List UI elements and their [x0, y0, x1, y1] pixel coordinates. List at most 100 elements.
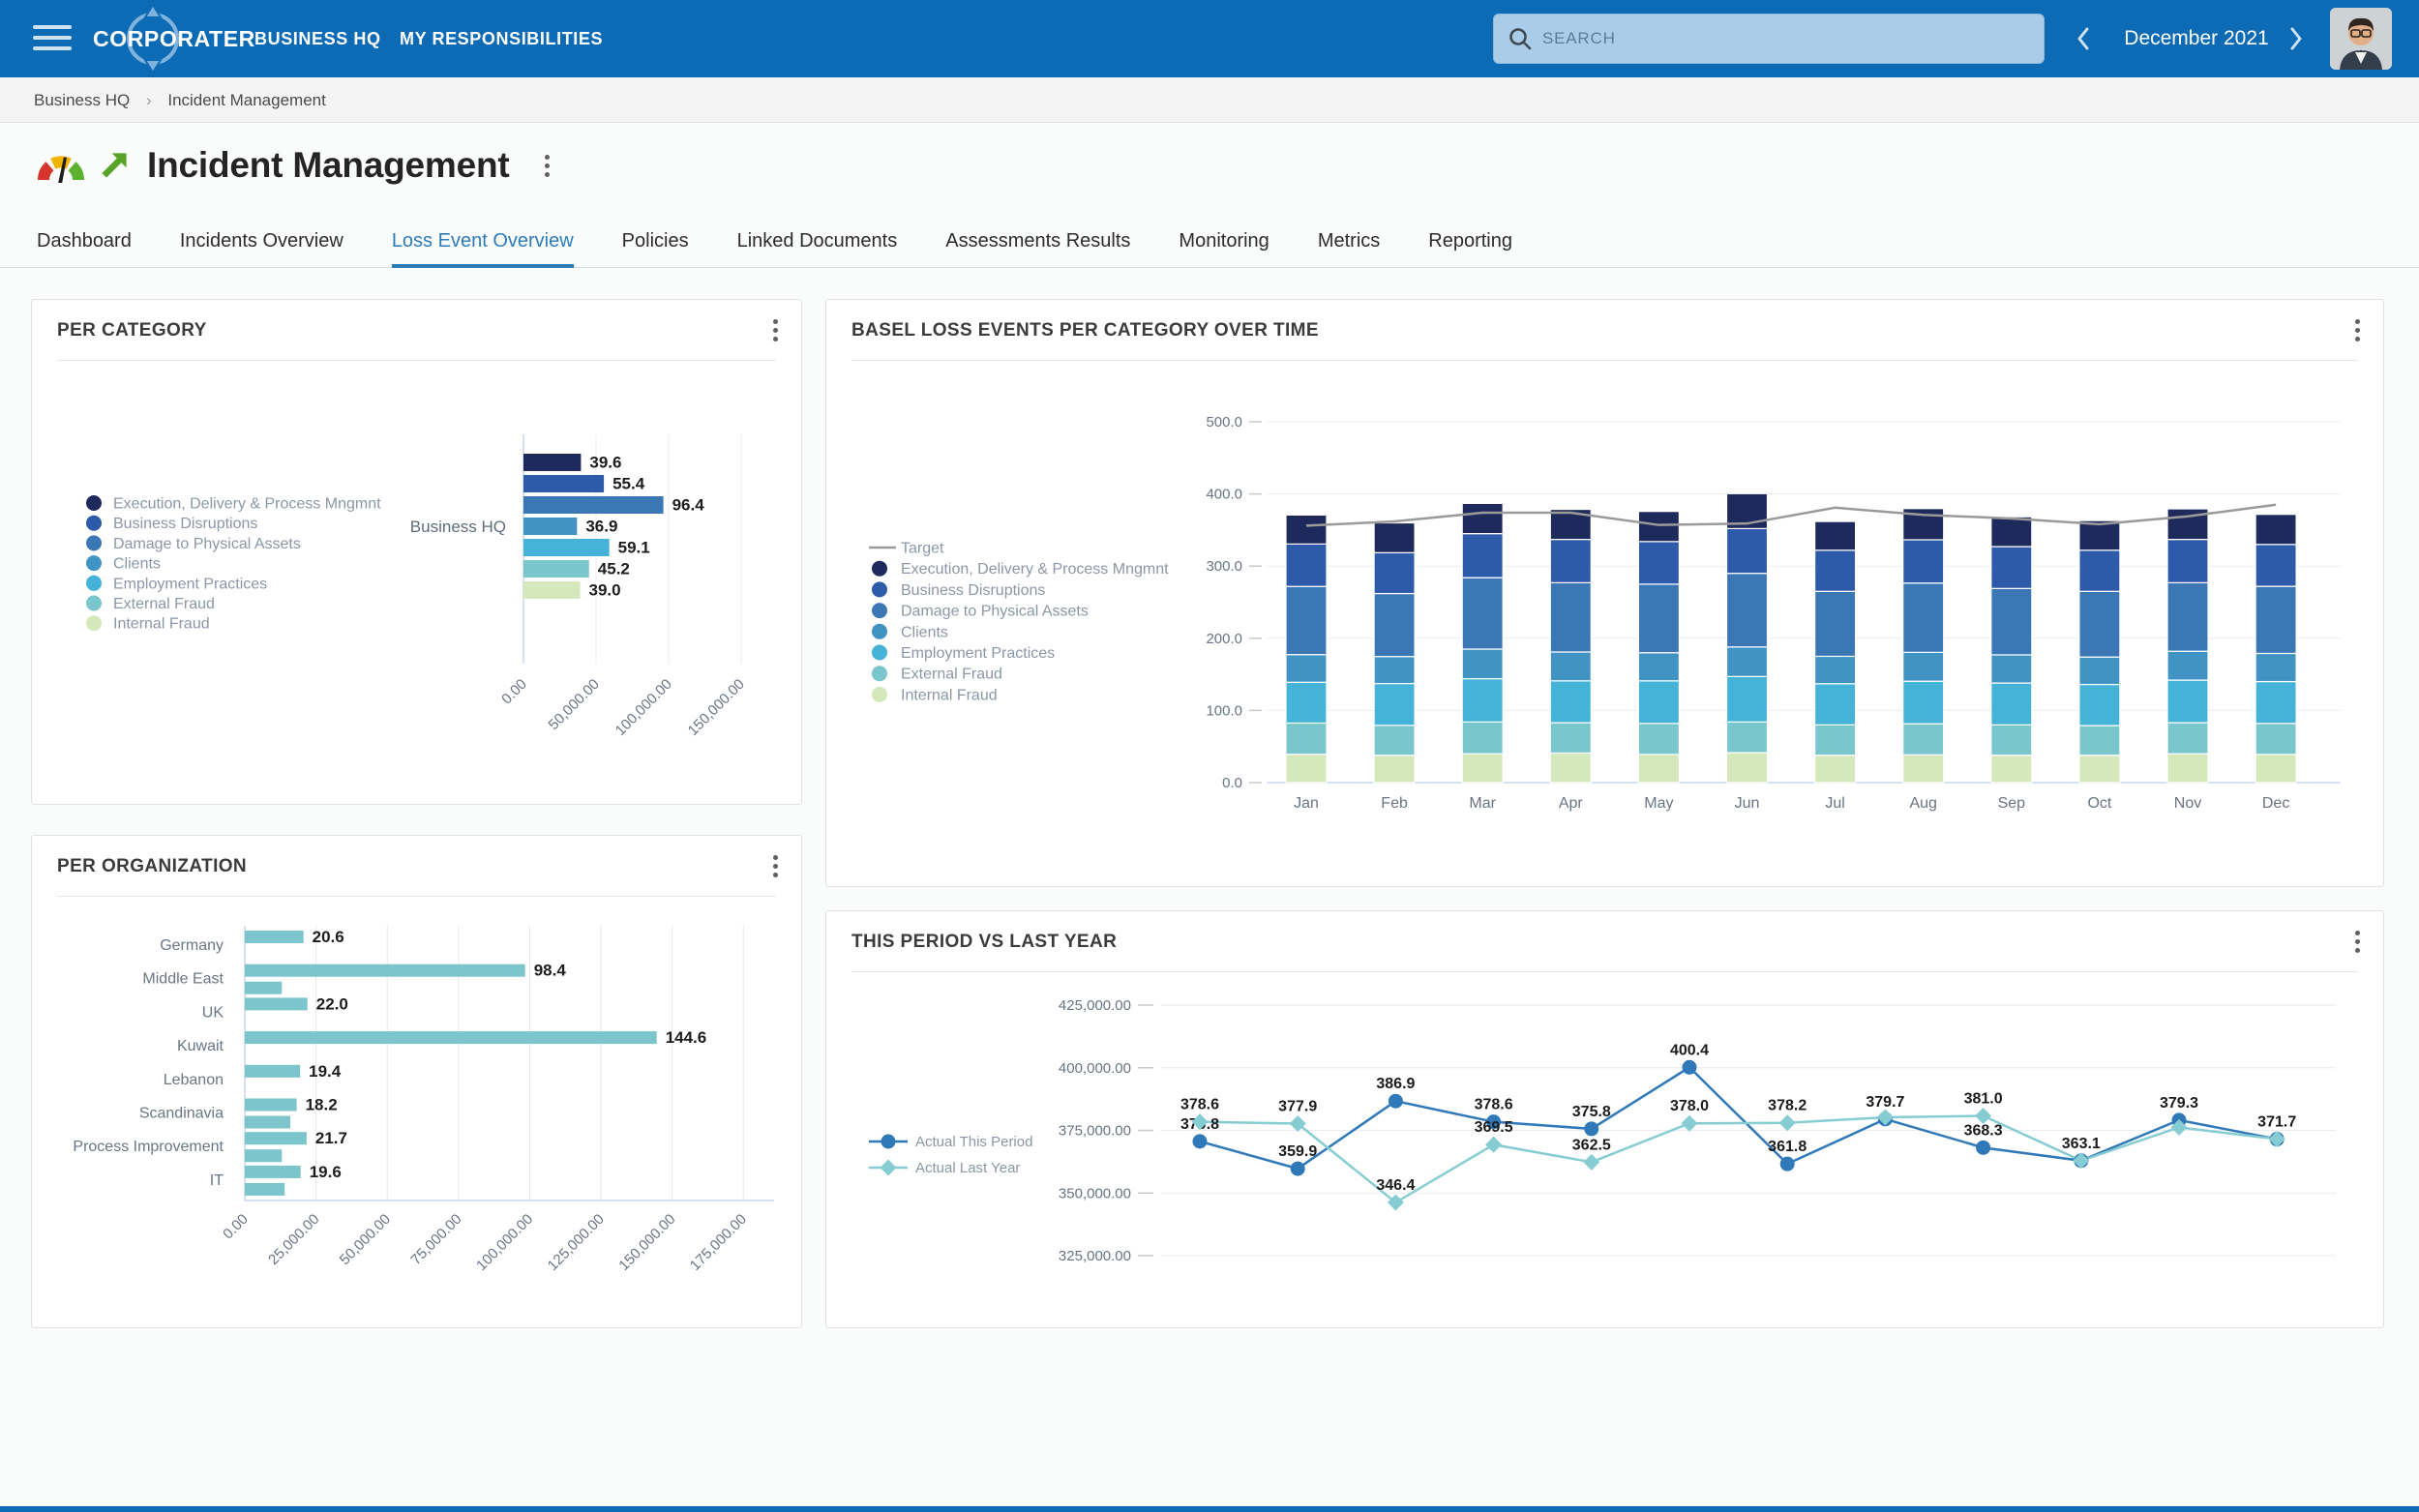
panel-kebab-menu-icon[interactable] [764, 315, 786, 344]
svg-text:Aug: Aug [1909, 795, 1936, 812]
tab-policies[interactable]: Policies [621, 230, 689, 252]
svg-text:Employment Practices: Employment Practices [901, 645, 1055, 662]
svg-text:Clients: Clients [113, 556, 161, 573]
svg-text:Scandinavia: Scandinavia [139, 1106, 224, 1122]
svg-text:UK: UK [202, 1004, 224, 1021]
tab-assessments-results[interactable]: Assessments Results [945, 230, 1131, 252]
tab-reporting[interactable]: Reporting [1428, 230, 1512, 252]
panel-kebab-menu-icon[interactable] [2346, 315, 2368, 344]
svg-text:150,000.00: 150,000.00 [615, 1211, 678, 1274]
search-input[interactable] [1542, 29, 2007, 48]
panel-basel-loss-events: BASEL LOSS EVENTS PER CATEGORY OVER TIME… [825, 299, 2384, 887]
svg-text:144.6: 144.6 [666, 1028, 707, 1047]
svg-text:Kuwait: Kuwait [177, 1038, 224, 1054]
brand-logo[interactable]: CORPORATER [93, 0, 255, 77]
svg-text:Process Improvement: Process Improvement [73, 1139, 224, 1155]
panel-header: THIS PERIOD VS LAST YEAR [826, 911, 2383, 972]
svg-text:400.0: 400.0 [1206, 487, 1242, 503]
user-avatar[interactable] [2330, 8, 2392, 70]
svg-text:361.8: 361.8 [1768, 1139, 1807, 1155]
svg-text:359.9: 359.9 [1278, 1143, 1317, 1160]
svg-text:375.8: 375.8 [1572, 1104, 1611, 1120]
svg-text:Nov: Nov [2165, 1326, 2193, 1327]
svg-text:36.9: 36.9 [585, 518, 617, 536]
hamburger-menu-icon[interactable] [33, 25, 72, 52]
breadcrumb: Business HQ › Incident Management [0, 77, 2419, 123]
svg-text:Jul: Jul [1777, 1326, 1797, 1327]
search-box[interactable] [1493, 14, 2045, 64]
svg-text:0.00: 0.00 [498, 676, 530, 708]
nav-business-hq[interactable]: BUSINESS HQ [254, 29, 381, 48]
svg-text:400,000.00: 400,000.00 [1059, 1060, 1131, 1077]
svg-text:0.00: 0.00 [220, 1211, 252, 1243]
svg-text:Jan: Jan [1187, 1326, 1212, 1327]
svg-text:Internal Fraud: Internal Fraud [113, 616, 210, 633]
svg-text:External Fraud: External Fraud [901, 667, 1002, 683]
svg-text:375,000.00: 375,000.00 [1059, 1123, 1131, 1140]
svg-text:Damage to Physical Assets: Damage to Physical Assets [901, 604, 1089, 620]
svg-text:Actual This Period: Actual This Period [915, 1134, 1032, 1150]
svg-text:Middle East: Middle East [142, 971, 224, 988]
svg-text:22.0: 22.0 [316, 994, 348, 1013]
svg-text:Employment Practices: Employment Practices [113, 576, 267, 592]
svg-text:External Fraud: External Fraud [113, 596, 215, 612]
tab-loss-event-overview[interactable]: Loss Event Overview [391, 222, 574, 268]
svg-text:Dec: Dec [2262, 795, 2289, 812]
svg-text:175,000.00: 175,000.00 [687, 1211, 750, 1274]
panel-this-period-vs-last-year: THIS PERIOD VS LAST YEAR 425,000.00 400,0… [825, 910, 2384, 1328]
page-title-kebab-menu-icon[interactable] [536, 151, 557, 180]
tab-metrics[interactable]: Metrics [1317, 230, 1381, 252]
svg-text:400.4: 400.4 [1670, 1042, 1709, 1058]
svg-text:59.1: 59.1 [618, 539, 650, 557]
svg-text:378.2: 378.2 [1768, 1098, 1807, 1114]
tab-dashboard[interactable]: Dashboard [37, 230, 132, 252]
breadcrumb-incident-management[interactable]: Incident Management [167, 91, 326, 109]
svg-text:Business Disruptions: Business Disruptions [901, 582, 1045, 599]
panel-title: BASEL LOSS EVENTS PER CATEGORY OVER TIME [851, 320, 1319, 341]
panel-kebab-menu-icon[interactable] [764, 851, 786, 880]
svg-text:371.7: 371.7 [2257, 1114, 2296, 1131]
nav-my-responsibilities[interactable]: MY RESPONSIBILITIES [400, 29, 604, 48]
svg-text:Oct: Oct [2087, 795, 2111, 812]
tab-linked-documents[interactable]: Linked Documents [736, 230, 898, 252]
svg-text:Feb: Feb [1284, 1326, 1311, 1327]
panel-header: PER ORGANIZATION [32, 836, 801, 897]
svg-text:Jun: Jun [1677, 1326, 1702, 1327]
svg-text:Jun: Jun [1735, 795, 1760, 812]
panel-kebab-menu-icon[interactable] [2346, 927, 2368, 956]
svg-text:325,000.00: 325,000.00 [1059, 1248, 1131, 1264]
svg-text:Germany: Germany [160, 937, 224, 954]
svg-text:Execution, Delivery & Process: Execution, Delivery & Process Mngmnt [901, 561, 1169, 578]
svg-text:379.3: 379.3 [2160, 1095, 2198, 1112]
period-selector[interactable]: December 2021 [2124, 27, 2269, 49]
svg-text:Jan: Jan [1294, 795, 1319, 812]
trend-up-arrow-icon [102, 153, 127, 178]
per-category-chart: Execution, Delivery & Process Mngmnt Busi… [86, 434, 748, 739]
gauge-icon [38, 156, 84, 183]
per-organization-chart: Germany 20.6 Middle East 98.4 UK 22.0 Kuwait 14… [73, 926, 774, 1274]
svg-text:19.6: 19.6 [310, 1163, 342, 1181]
tab-incidents-overview[interactable]: Incidents Overview [179, 230, 343, 252]
svg-text:18.2: 18.2 [306, 1096, 338, 1114]
breadcrumb-business-hq[interactable]: Business HQ [34, 91, 131, 109]
next-period-icon[interactable] [2285, 23, 2307, 54]
previous-period-icon[interactable] [2073, 23, 2094, 54]
svg-text:362.5: 362.5 [1572, 1137, 1611, 1153]
svg-text:100,000.00: 100,000.00 [473, 1211, 536, 1274]
svg-text:39.6: 39.6 [589, 454, 621, 472]
svg-text:378.6: 378.6 [1475, 1097, 1513, 1113]
svg-text:381.0: 381.0 [1964, 1090, 2003, 1107]
svg-text:IT: IT [210, 1172, 224, 1189]
svg-text:Business Disruptions: Business Disruptions [113, 516, 257, 532]
svg-text:96.4: 96.4 [672, 496, 705, 515]
svg-text:379.7: 379.7 [1866, 1094, 1904, 1111]
basel-loss-events-chart: 0.0 100.0 200.0 300.0 400.0 500.0 Target Execut… [869, 414, 2341, 812]
page-title: Incident Management [147, 145, 510, 185]
svg-text:Apr: Apr [1559, 795, 1584, 812]
svg-text:346.4: 346.4 [1376, 1177, 1415, 1194]
svg-text:377.9: 377.9 [1278, 1098, 1317, 1114]
breadcrumb-separator: › [145, 91, 152, 109]
tab-monitoring[interactable]: Monitoring [1179, 230, 1269, 252]
svg-text:39.0: 39.0 [589, 581, 621, 600]
